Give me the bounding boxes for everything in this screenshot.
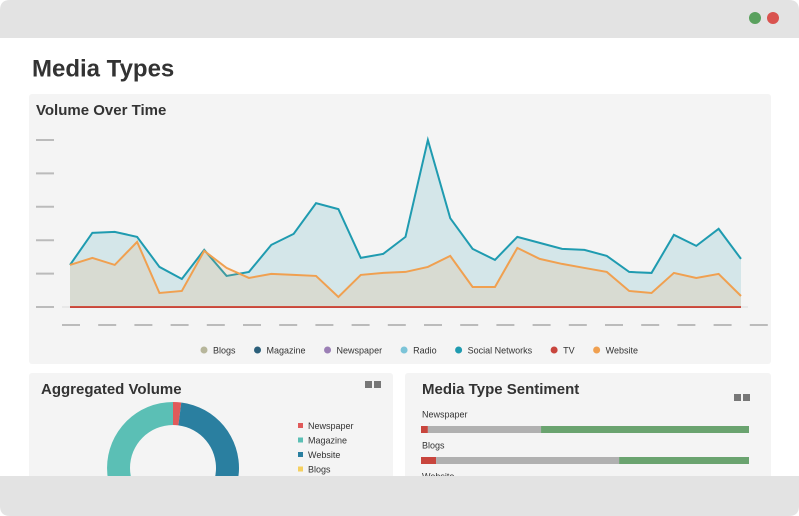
legend-swatch (550, 346, 558, 354)
legend-swatch (593, 346, 601, 354)
line (69, 136, 742, 281)
legend-swatch (324, 346, 332, 354)
legend-swatch (455, 346, 463, 354)
window-button[interactable] (767, 12, 779, 24)
legend-swatch (254, 346, 262, 354)
legend-label: Website (308, 450, 340, 460)
legend-swatch (298, 466, 303, 472)
bar-segment (619, 457, 749, 464)
legend-swatch (298, 437, 303, 443)
legend-swatch (298, 452, 303, 457)
bar-label: Newspaper (422, 409, 468, 419)
legend-swatch (200, 346, 208, 354)
panel-title: Aggregated Volume (41, 381, 182, 398)
legend-label: Radio (413, 345, 437, 355)
legend-label: TV (563, 345, 575, 355)
bar-segment (427, 426, 542, 433)
line (69, 240, 742, 299)
area (70, 241, 741, 307)
pie-slice (173, 402, 182, 426)
legend-label: Blogs (213, 345, 236, 355)
legend-swatch (400, 346, 408, 354)
panel-icon[interactable] (365, 381, 381, 388)
legend-swatch (298, 423, 303, 428)
bar-segment (421, 457, 437, 464)
panel (29, 94, 771, 364)
legend-label: Magazine (308, 435, 347, 445)
legend-label: Website (606, 345, 638, 355)
panel-icon[interactable] (734, 394, 750, 401)
bar-segment (421, 426, 428, 433)
panel-title: Volume Over Time (36, 102, 166, 119)
legend-label: Newspaper (337, 345, 383, 355)
bar-label: Blogs (422, 440, 445, 450)
legend-label: Newspaper (308, 421, 354, 431)
window-button[interactable] (749, 12, 761, 24)
bar-segment (541, 426, 749, 433)
legend-label: Social Networks (468, 345, 533, 355)
bar-segment (436, 457, 620, 464)
title-bar (0, 0, 799, 38)
panel-title: Media Type Sentiment (422, 381, 579, 398)
bottom-bar (0, 476, 799, 516)
page-title: Media Types (32, 55, 174, 82)
legend-label: Blogs (308, 464, 331, 474)
legend-label: Magazine (267, 345, 306, 355)
